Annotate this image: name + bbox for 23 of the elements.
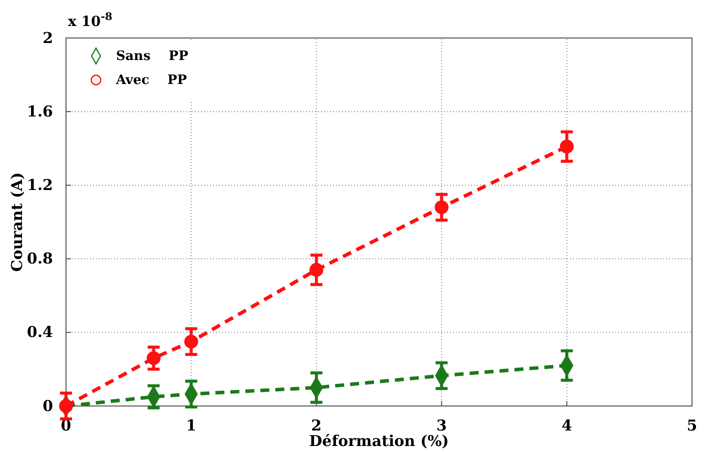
y-tick-label: 0 — [42, 396, 53, 415]
point — [309, 262, 324, 277]
x-tick-label: 2 — [311, 416, 322, 434]
y-tick-label: 1.2 — [26, 176, 53, 194]
text: x 10$^{-8}$ — [68, 11, 112, 30]
x-tick-label: 5 — [686, 416, 698, 434]
x-tick-label: 4 — [562, 416, 572, 434]
y-tick-label: 0.4 — [26, 323, 53, 342]
x-axis-title: Déformation (%) — [309, 432, 449, 450]
x-tick-label: 0 — [60, 416, 72, 434]
point — [184, 334, 198, 348]
point — [560, 140, 574, 154]
legend-label: Sans PP — [116, 49, 188, 64]
legend-label: Avec PP — [115, 73, 188, 88]
point — [59, 399, 73, 413]
y-tick-label: 0.8 — [26, 250, 53, 268]
x-tick-label: 3 — [436, 416, 447, 434]
x-tick-label: 1 — [186, 416, 196, 434]
y-tick-label: 1.6 — [26, 102, 53, 120]
y-axis-title: Courant (A) — [8, 172, 26, 272]
point — [146, 351, 161, 366]
y-tick-label: 2 — [42, 28, 53, 47]
point — [434, 200, 449, 214]
